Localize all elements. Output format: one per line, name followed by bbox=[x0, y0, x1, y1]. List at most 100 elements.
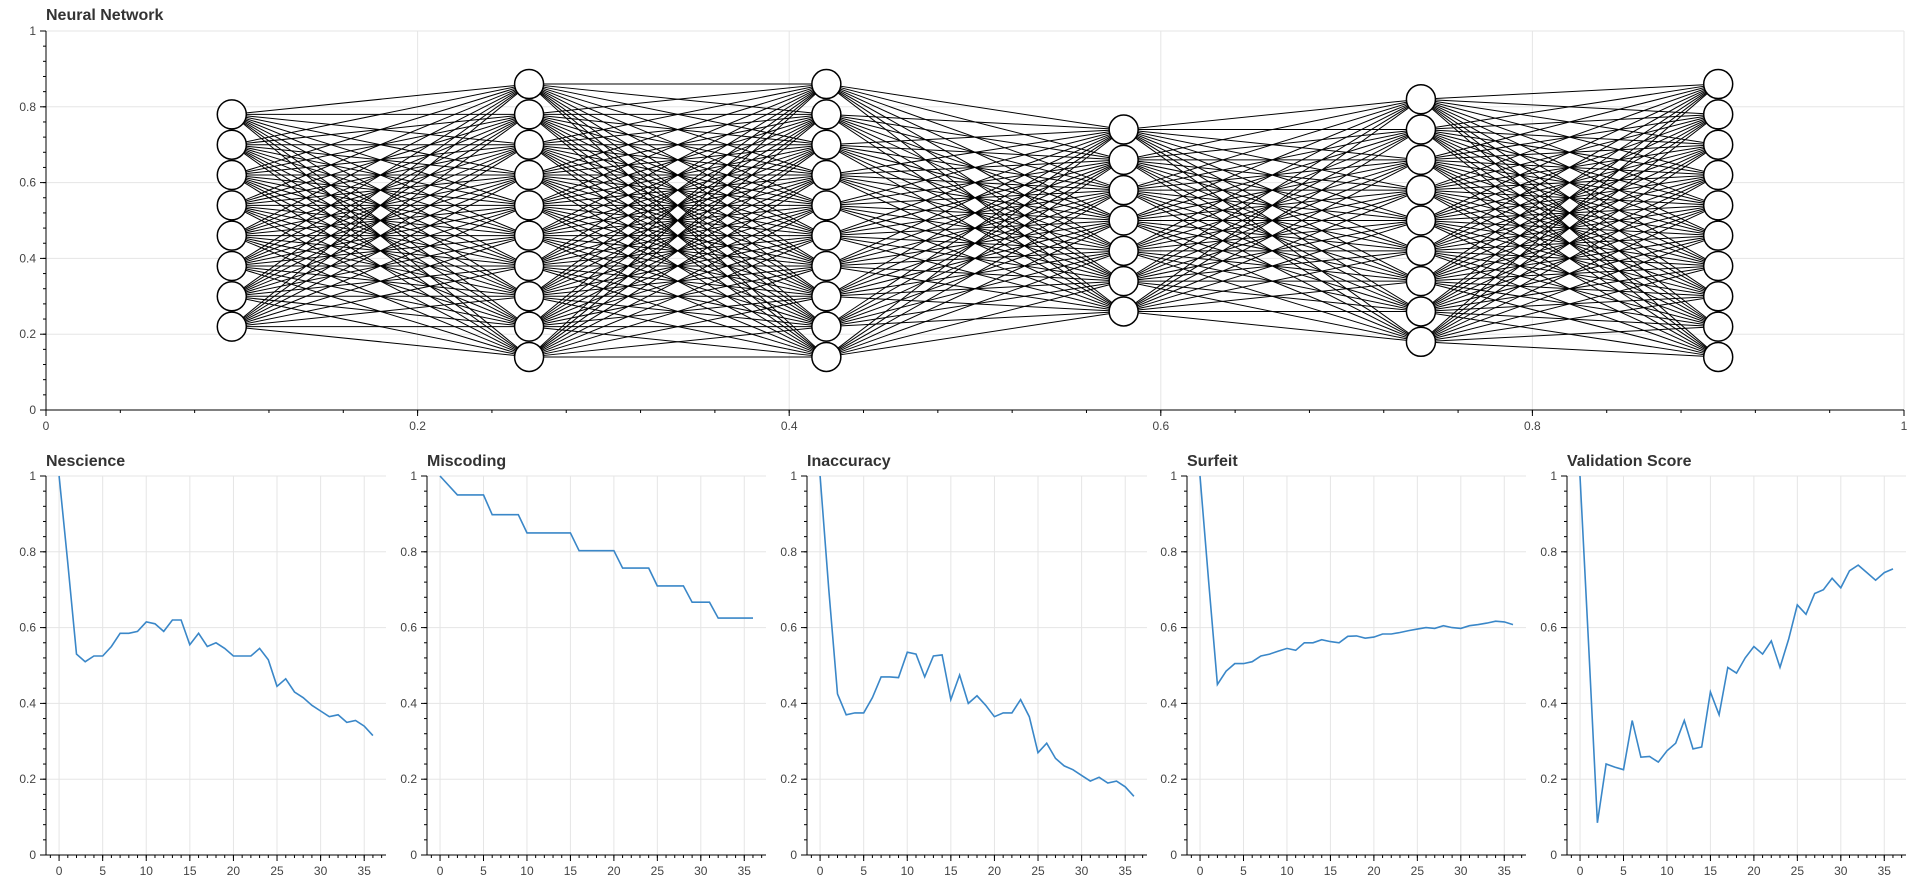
network-node bbox=[1702, 68, 1734, 100]
x-tick-label: 10 bbox=[140, 864, 154, 878]
x-tick-label: 30 bbox=[1834, 864, 1848, 878]
network-edge bbox=[826, 83, 1124, 312]
chart-title: Validation Score bbox=[1567, 453, 1692, 470]
x-tick-label: 0 bbox=[817, 864, 824, 878]
y-tick-label: 0 bbox=[29, 403, 36, 417]
network-node bbox=[513, 250, 545, 282]
x-tick-label: 20 bbox=[227, 864, 241, 878]
x-tick-label: 5 bbox=[860, 864, 867, 878]
x-tick-label: 25 bbox=[1411, 864, 1425, 878]
network-edge bbox=[1123, 280, 1422, 343]
x-tick-label: 0 bbox=[43, 419, 50, 433]
network-edge bbox=[826, 310, 1124, 358]
network-edge bbox=[1123, 129, 1422, 191]
x-tick-label: 35 bbox=[358, 864, 372, 878]
network-edge bbox=[826, 83, 1124, 282]
network-node bbox=[1108, 174, 1139, 206]
chart-title: Inaccuracy bbox=[807, 453, 891, 470]
x-tick-label: 35 bbox=[1498, 864, 1512, 878]
network-edge bbox=[1123, 129, 1422, 282]
network-node bbox=[1405, 174, 1437, 206]
y-tick-label: 0.2 bbox=[19, 327, 36, 341]
network-edge bbox=[1123, 250, 1422, 343]
network-edge bbox=[528, 83, 827, 206]
y-tick-label: 0.4 bbox=[19, 251, 36, 265]
y-tick-label: 0 bbox=[410, 848, 417, 862]
network-edge bbox=[1123, 220, 1422, 343]
network-edge bbox=[1123, 98, 1421, 131]
x-tick-label: 10 bbox=[520, 864, 534, 878]
network-edge bbox=[231, 113, 530, 297]
network-edge bbox=[1420, 98, 1719, 115]
network-edge bbox=[231, 295, 530, 358]
network-edge bbox=[529, 83, 827, 115]
network-edge bbox=[826, 174, 1124, 312]
network-node bbox=[811, 159, 842, 191]
network-edge bbox=[1420, 310, 1719, 358]
y-tick-label: 1 bbox=[29, 469, 36, 483]
x-tick-label: 10 bbox=[901, 864, 915, 878]
network-node bbox=[216, 99, 248, 130]
network-node bbox=[1405, 235, 1437, 267]
network-node bbox=[811, 250, 842, 282]
x-tick-label: 35 bbox=[1119, 864, 1133, 878]
y-tick-label: 0.8 bbox=[400, 545, 417, 559]
series-line bbox=[58, 475, 374, 737]
network-node bbox=[513, 281, 545, 312]
network-node bbox=[1108, 114, 1139, 145]
y-tick-label: 0.6 bbox=[400, 621, 417, 635]
network-edge bbox=[1420, 98, 1719, 146]
network-edge bbox=[1123, 189, 1422, 343]
network-edge bbox=[231, 235, 530, 358]
network-edge bbox=[231, 113, 530, 206]
network-edge bbox=[231, 174, 530, 358]
x-tick-label: 25 bbox=[270, 864, 284, 878]
y-tick-label: 1 bbox=[1550, 469, 1557, 483]
network-edge bbox=[826, 235, 1124, 312]
network-edge bbox=[1123, 310, 1421, 343]
network-edge bbox=[231, 113, 530, 237]
network-edge bbox=[529, 326, 827, 358]
network-edge bbox=[231, 113, 530, 328]
network-node bbox=[1405, 265, 1437, 297]
network-edge bbox=[826, 83, 1124, 191]
y-tick-label: 0.8 bbox=[780, 545, 797, 559]
network-edge bbox=[1123, 129, 1421, 161]
network-edge bbox=[1420, 98, 1719, 176]
x-tick-label: 20 bbox=[988, 864, 1002, 878]
network-node bbox=[811, 68, 842, 100]
x-tick-label: 30 bbox=[314, 864, 328, 878]
y-tick-label: 0.4 bbox=[1160, 696, 1177, 710]
network-edge bbox=[528, 144, 827, 358]
x-tick-label: 15 bbox=[1704, 864, 1718, 878]
x-tick-label: 15 bbox=[1324, 864, 1338, 878]
y-tick-label: 0 bbox=[1550, 848, 1557, 862]
network-edge bbox=[826, 265, 1124, 312]
network-edge bbox=[826, 83, 1124, 221]
chart-title: Nescience bbox=[46, 453, 125, 470]
network-edge bbox=[826, 113, 1124, 312]
network-node bbox=[216, 250, 248, 282]
x-tick-label: 0 bbox=[437, 864, 444, 878]
x-tick-label: 20 bbox=[1367, 864, 1381, 878]
network-edge bbox=[826, 144, 1124, 312]
y-tick-label: 0.2 bbox=[400, 772, 417, 786]
x-tick-label: 25 bbox=[1031, 864, 1045, 878]
y-tick-label: 0.6 bbox=[780, 621, 797, 635]
network-node bbox=[1405, 144, 1437, 176]
x-tick-label: 0.8 bbox=[1524, 419, 1541, 433]
x-tick-label: 5 bbox=[1620, 864, 1627, 878]
network-edge bbox=[1123, 129, 1422, 312]
chart-title: Neural Network bbox=[46, 7, 163, 24]
y-tick-label: 0 bbox=[1170, 848, 1177, 862]
network-edge bbox=[528, 235, 827, 358]
x-tick-label: 35 bbox=[1878, 864, 1892, 878]
network-node bbox=[811, 311, 842, 342]
network-edge bbox=[528, 83, 827, 176]
x-tick-label: 0 bbox=[56, 864, 63, 878]
network-edge bbox=[1420, 98, 1719, 237]
network-node bbox=[216, 311, 248, 342]
